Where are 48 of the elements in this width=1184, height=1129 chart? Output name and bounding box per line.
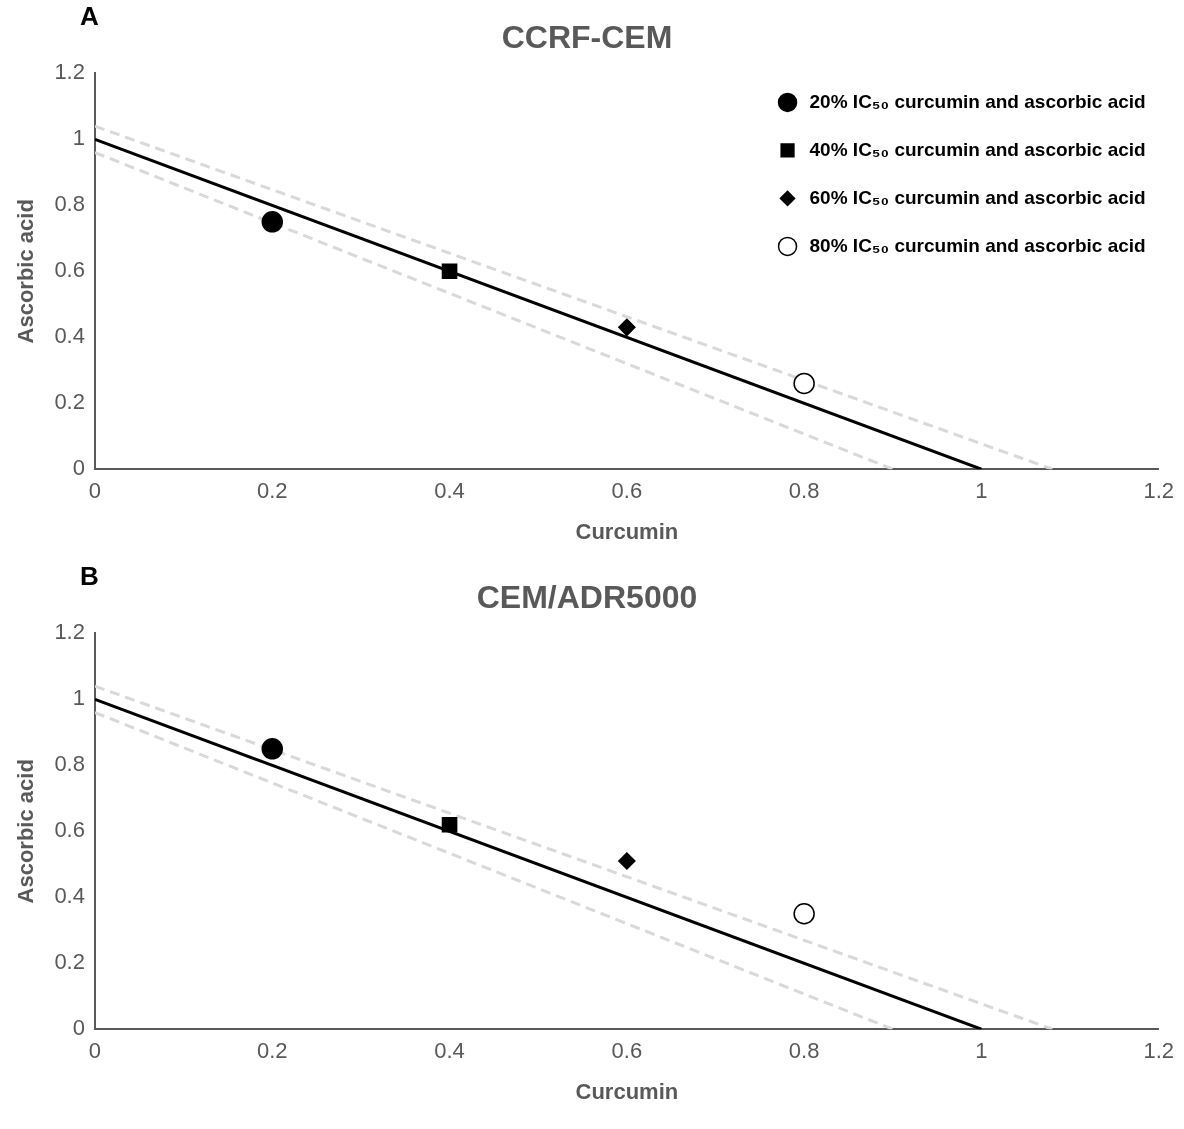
point (618, 852, 636, 870)
point (441, 816, 458, 833)
y-tick-label: 0.2 (54, 389, 85, 415)
y-tick-label: 0 (72, 455, 85, 481)
point (261, 738, 284, 760)
point (793, 372, 815, 395)
point (441, 263, 458, 280)
x-tick-label: 0.2 (256, 1038, 288, 1064)
x-tick-label: 0.8 (788, 478, 820, 504)
x-axis-title: Curcumin (575, 1078, 679, 1104)
legend-label: 60% IC₅₀ curcumin and ascorbic acid (809, 186, 1146, 208)
x-tick-label: 0.4 (434, 1038, 465, 1064)
chart-title: CCRF-CEM (501, 19, 673, 56)
chart-title: CEM/ADR5000 (476, 579, 698, 616)
x-tick-label: 0 (88, 478, 102, 504)
x-tick-label: 0.4 (434, 478, 465, 504)
y-tick-label: 1 (72, 125, 85, 151)
x-tick-label: 1.2 (1143, 1038, 1175, 1064)
y-axis-title: Ascorbic acid (13, 759, 39, 904)
y-tick-label: 1 (72, 685, 85, 711)
y-tick-label: 0.8 (54, 751, 85, 777)
point (261, 211, 284, 233)
x-tick-label: 1 (975, 1038, 988, 1064)
x-tick-label: 1 (975, 478, 988, 504)
x-tick-label: 0 (88, 1038, 102, 1064)
x-tick-label: 0.8 (788, 1038, 820, 1064)
x-tick-label: 0.6 (611, 1038, 643, 1064)
y-axis-title: Ascorbic acid (13, 199, 39, 344)
y-tick-label: 0.4 (54, 883, 85, 909)
text: A (80, 1, 99, 32)
y-tick-label: 1.2 (54, 619, 85, 645)
y-tick-label: 0.4 (54, 323, 85, 349)
x-tick-label: 0.6 (611, 478, 643, 504)
point (793, 903, 815, 925)
y-tick-label: 0.2 (54, 949, 85, 975)
legend-label: 80% IC₅₀ curcumin and ascorbic acid (809, 234, 1146, 256)
x-axis-title: Curcumin (575, 518, 679, 544)
y-tick-label: 1.2 (54, 59, 85, 85)
x-tick-label: 0.2 (256, 478, 288, 504)
legend-label: 20% IC₅₀ curcumin and ascorbic acid (809, 90, 1146, 112)
point (618, 318, 636, 337)
legend-label: 40% IC₅₀ curcumin and ascorbic acid (809, 138, 1146, 160)
y-tick-label: 0 (72, 1015, 85, 1041)
x-tick-label: 1.2 (1143, 478, 1175, 504)
text: B (80, 561, 99, 592)
y-tick-label: 0.6 (54, 257, 85, 283)
y-tick-label: 0.6 (54, 817, 85, 843)
y-tick-label: 0.8 (54, 191, 85, 217)
